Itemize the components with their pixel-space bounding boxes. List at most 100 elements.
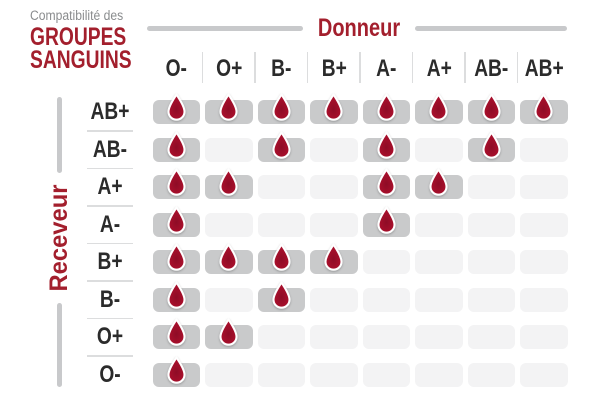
column-separator <box>411 52 414 83</box>
compat-cell <box>205 93 253 124</box>
compat-cell <box>467 130 515 162</box>
compat-cell <box>205 243 253 274</box>
blood-drop-icon <box>167 243 186 271</box>
row-separator <box>87 280 133 282</box>
compat-cell <box>257 212 305 237</box>
compat-cell <box>362 287 410 312</box>
row-separator <box>87 242 133 244</box>
compat-cell <box>415 137 463 162</box>
donor-header-AB+: AB+ <box>524 55 564 82</box>
receiver-label-O+: O+ <box>96 323 124 350</box>
compat-cell <box>205 137 253 162</box>
compat-cell <box>520 325 568 349</box>
compat-cell <box>415 325 463 349</box>
compat-cell <box>152 93 200 124</box>
chart-title-line1: GROUPES <box>30 23 127 51</box>
compat-cell <box>257 243 305 274</box>
donor-axis-label: Donneur <box>317 14 401 42</box>
chart-title-block: Compatibilité des GROUPES SANGUINS <box>30 8 162 72</box>
row-separator <box>87 317 133 319</box>
compat-cell <box>310 325 358 349</box>
compat-cell <box>205 168 253 199</box>
compat-cell <box>415 168 463 199</box>
blood-drop-icon <box>272 130 291 159</box>
compat-cell <box>467 175 515 199</box>
compat-cell <box>257 325 305 349</box>
compat-cell <box>362 205 410 237</box>
compat-cell <box>467 362 515 387</box>
column-separator <box>359 52 361 83</box>
compat-cell <box>520 287 568 312</box>
compat-cell <box>362 325 410 349</box>
blood-drop-icon <box>272 93 291 121</box>
compat-cell <box>520 175 568 199</box>
compat-cell <box>152 355 200 387</box>
blood-drop-icon <box>219 243 238 271</box>
compat-cell <box>205 212 253 237</box>
blood-drop-icon <box>482 93 501 121</box>
compat-cell <box>415 212 463 237</box>
compat-cell <box>152 318 200 349</box>
blood-drop-icon <box>167 168 186 196</box>
blood-drop-icon <box>324 243 343 271</box>
blood-drop-icon <box>167 318 186 346</box>
row-separator <box>87 355 133 357</box>
blood-drop-icon <box>534 93 553 121</box>
blood-drop-icon <box>429 168 448 196</box>
row-separator <box>87 130 133 132</box>
donor-header-O+: O+ <box>215 55 242 82</box>
row-separator <box>87 205 133 207</box>
compat-cell <box>415 362 463 387</box>
blood-drop-icon <box>429 93 448 121</box>
receiver-axis-label: Receveur <box>45 184 73 292</box>
receiver-label-O-: O- <box>99 360 121 388</box>
donor-header-A-: A- <box>376 55 397 82</box>
compat-cell <box>310 137 358 162</box>
compat-cell <box>257 130 305 162</box>
receiver-label-AB+: AB+ <box>90 98 130 125</box>
blood-drop-icon <box>272 280 291 309</box>
column-separator <box>254 52 256 83</box>
compat-cell <box>310 212 358 237</box>
donor-header-B-: B- <box>271 55 292 82</box>
column-separator <box>464 52 466 83</box>
compat-cell <box>415 250 463 274</box>
compat-cell <box>415 93 463 124</box>
blood-drop-icon <box>167 93 186 121</box>
receiver-label-A+: A+ <box>97 173 123 200</box>
compat-cell <box>310 175 358 199</box>
donor-header-B+: B+ <box>321 55 347 82</box>
blood-drop-icon <box>377 130 396 159</box>
compat-cell <box>362 362 410 387</box>
donor-header-O-: O- <box>165 55 187 82</box>
compat-cell <box>362 168 410 199</box>
column-separator <box>306 52 309 83</box>
compat-cell <box>467 287 515 312</box>
donor-axis-line-left <box>147 26 303 31</box>
blood-drop-icon <box>219 93 238 121</box>
compat-cell <box>310 93 358 124</box>
compat-cell <box>152 168 200 199</box>
receiver-axis-line-top <box>57 97 62 173</box>
compat-cell <box>415 287 463 312</box>
compat-cell <box>257 362 305 387</box>
receiver-label-B-: B- <box>99 285 121 313</box>
blood-drop-icon <box>377 93 396 121</box>
donor-header-AB-: AB- <box>474 55 509 82</box>
compat-cell <box>152 280 200 312</box>
column-separator <box>201 52 204 83</box>
compat-cell <box>257 93 305 124</box>
compat-cell <box>362 93 410 124</box>
compat-cell <box>467 212 515 237</box>
compat-cell <box>152 243 200 274</box>
compat-cell <box>520 250 568 274</box>
blood-drop-icon <box>377 168 396 196</box>
compat-cell <box>362 250 410 274</box>
receiver-axis-line-bottom <box>57 303 62 387</box>
compat-cell <box>205 318 253 349</box>
blood-drop-icon <box>167 205 186 234</box>
compat-cell <box>152 205 200 237</box>
receiver-label-A-: A- <box>99 210 121 238</box>
blood-drop-icon <box>272 243 291 271</box>
